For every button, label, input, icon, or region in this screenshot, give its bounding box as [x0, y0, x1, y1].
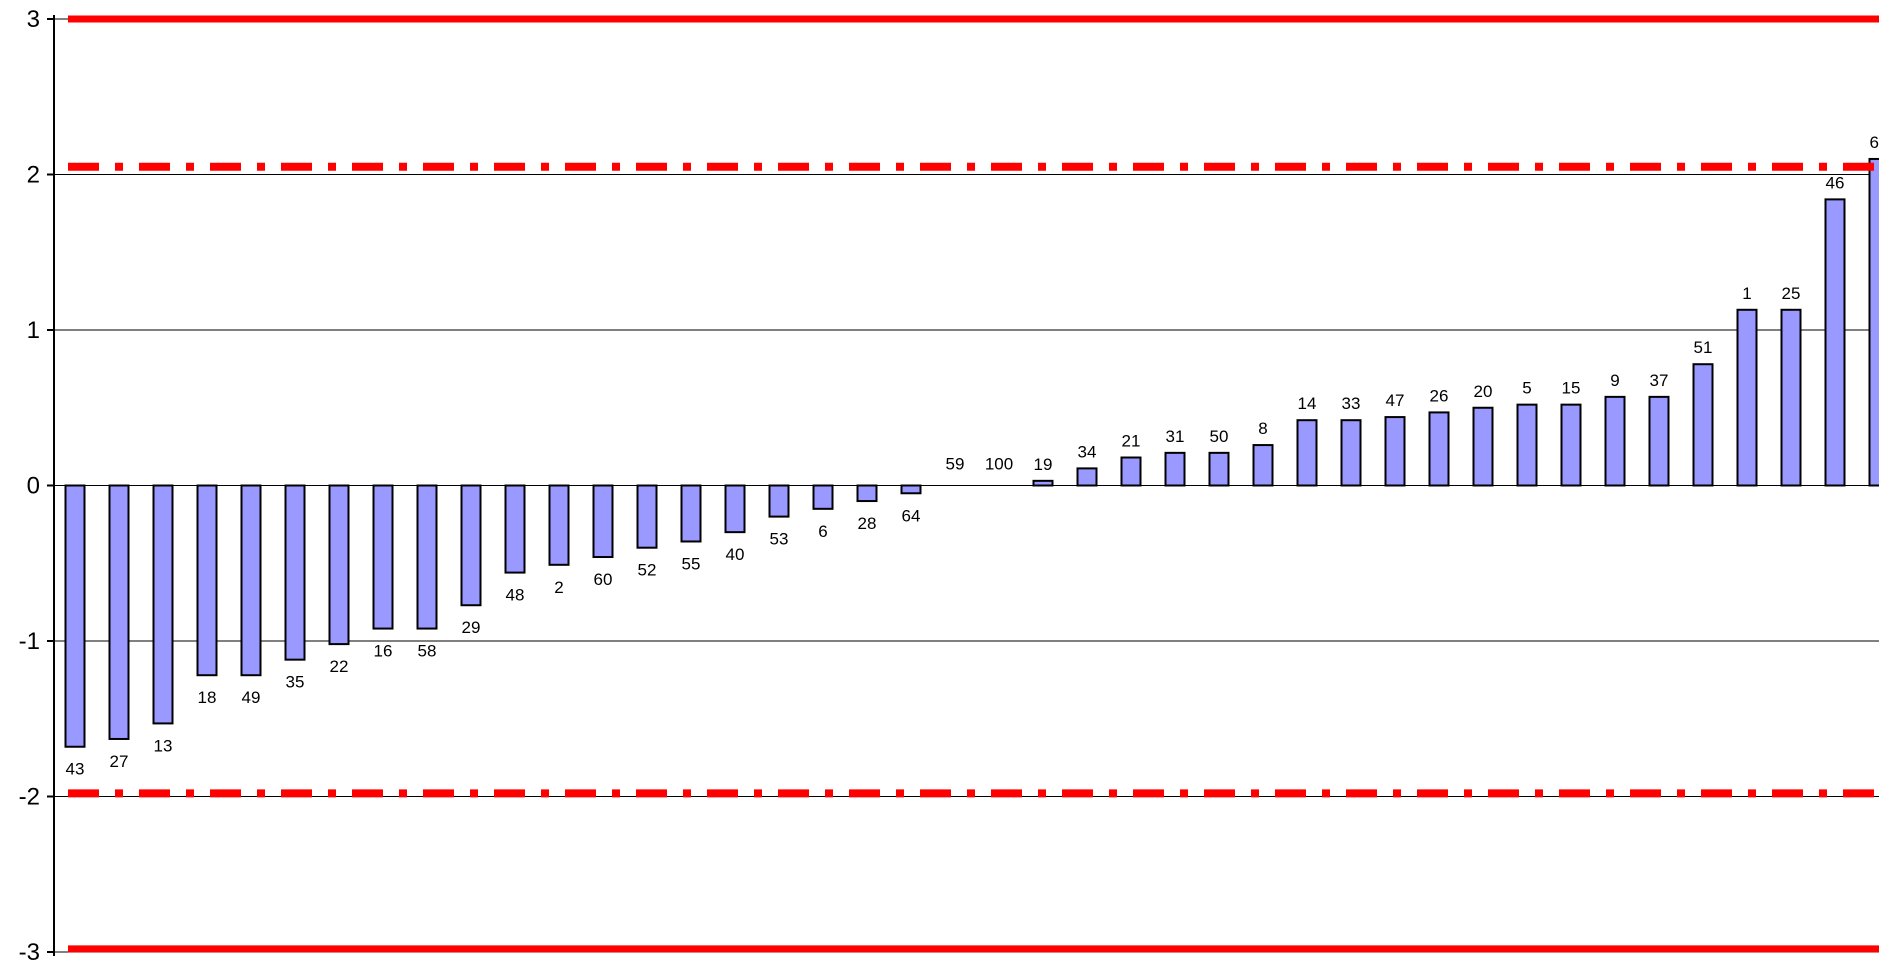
bar-46: [1824, 198, 1846, 487]
bar-label-33: 33: [1342, 394, 1361, 413]
bar-28: [856, 484, 878, 503]
bar-label-29: 29: [462, 618, 481, 637]
bar-6: [812, 484, 834, 510]
bar-label-43: 43: [66, 760, 85, 779]
bar-label-34: 34: [1078, 442, 1097, 461]
bar-40: [724, 484, 746, 534]
bar-label-58: 58: [418, 642, 437, 661]
bar-label-46: 46: [1826, 173, 1845, 192]
bar-label-55: 55: [682, 554, 701, 573]
bar-25: [1780, 308, 1802, 487]
bar-35: [284, 484, 306, 661]
bar-label-52: 52: [638, 561, 657, 580]
bar-label-6: 6: [818, 522, 827, 541]
bar-label-100: 100: [985, 455, 1013, 474]
y-tick-label-4: -1: [19, 628, 40, 655]
bar-label-21: 21: [1122, 432, 1141, 451]
bar-37: [1648, 395, 1670, 487]
bar-label-27: 27: [110, 752, 129, 771]
bar-label-14: 14: [1298, 394, 1317, 413]
bar-2: [548, 484, 570, 566]
bar-label-60: 60: [594, 570, 613, 589]
bar-9: [1604, 395, 1626, 487]
bar-50: [1208, 451, 1230, 487]
bar-27: [108, 484, 130, 740]
bar-5: [1516, 403, 1538, 487]
bar-8: [1252, 444, 1274, 487]
control-limit-lines: [68, 15, 1879, 953]
bar-18: [196, 484, 218, 677]
bar-31: [1164, 451, 1186, 487]
bar-label-20: 20: [1474, 382, 1493, 401]
bar-53: [768, 484, 790, 518]
bar-26: [1428, 411, 1450, 487]
y-tick-label-1: 2: [27, 162, 40, 189]
bar-label-35: 35: [286, 673, 305, 692]
bar-label-47: 47: [1386, 391, 1405, 410]
y-tick-label-5: -2: [19, 784, 40, 811]
y-tick-label-2: 1: [27, 317, 40, 344]
bar-label-1: 1: [1742, 284, 1751, 303]
bar-label-26: 26: [1430, 386, 1449, 405]
bar-16: [372, 484, 394, 630]
bar-label-40: 40: [726, 545, 745, 564]
bar-label-15: 15: [1562, 379, 1581, 398]
bar-15: [1560, 403, 1582, 487]
y-tick-label-0: 3: [27, 6, 40, 33]
bar-label-62: 62: [1870, 133, 1879, 152]
bars: [64, 157, 1879, 748]
bar-label-37: 37: [1650, 371, 1669, 390]
bar-34: [1076, 467, 1098, 487]
bar-label-2: 2: [554, 578, 563, 597]
bar-1: [1736, 308, 1758, 487]
bar-label-9: 9: [1610, 371, 1619, 390]
bar-51: [1692, 363, 1714, 487]
bar-label-18: 18: [198, 688, 217, 707]
y-tick-label-3: 0: [27, 473, 40, 500]
bar-label-16: 16: [374, 642, 393, 661]
bar-label-19: 19: [1034, 455, 1053, 474]
y-tick-label-6: -3: [19, 939, 40, 965]
bar-label-49: 49: [242, 688, 261, 707]
bar-48: [504, 484, 526, 574]
bar-label-22: 22: [330, 657, 349, 676]
bar-label-13: 13: [154, 736, 173, 755]
bar-33: [1340, 419, 1362, 487]
bar-52: [636, 484, 658, 549]
bar-label-51: 51: [1694, 338, 1713, 357]
bar-label-8: 8: [1258, 419, 1267, 438]
bar-19: [1032, 479, 1054, 487]
bar-label-25: 25: [1782, 284, 1801, 303]
bar-20: [1472, 406, 1494, 487]
bar-62: [1868, 157, 1879, 487]
bar-13: [152, 484, 174, 725]
bar-64: [900, 484, 922, 495]
bar-47: [1384, 416, 1406, 487]
bar-43: [64, 484, 86, 748]
bar-label-5: 5: [1522, 379, 1531, 398]
bar-21: [1120, 456, 1142, 487]
y-tick-labels: 3 2 1 0 -1 -2 -3: [19, 6, 54, 965]
bar-label-53: 53: [770, 530, 789, 549]
bar-label-31: 31: [1166, 427, 1185, 446]
bar-label-59: 59: [946, 455, 965, 474]
bar-55: [680, 484, 702, 543]
bar-60: [592, 484, 614, 559]
bar-label-48: 48: [506, 586, 525, 605]
bar-49: [240, 484, 262, 677]
bar-29: [460, 484, 482, 607]
bar-label-50: 50: [1210, 427, 1229, 446]
bar-22: [328, 484, 350, 646]
bar-14: [1296, 419, 1318, 487]
bar-label-64: 64: [902, 506, 921, 525]
bar-58: [416, 484, 438, 630]
bar-label-28: 28: [858, 514, 877, 533]
